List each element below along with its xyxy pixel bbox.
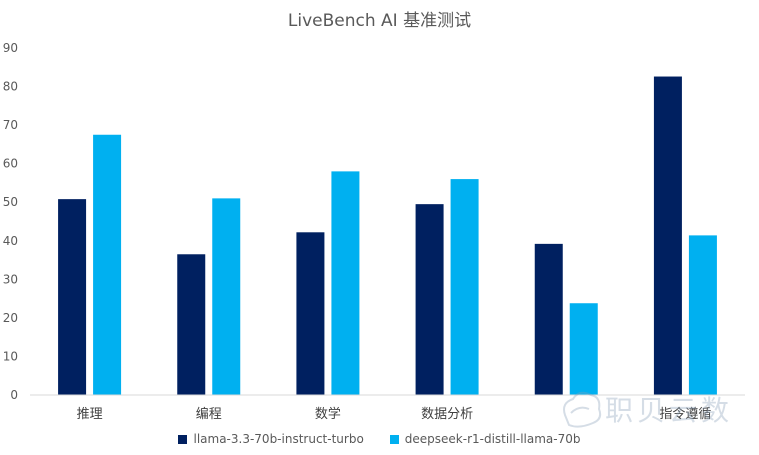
x-tick-label: 编程 <box>196 407 222 422</box>
y-tick-label: 10 <box>3 349 18 363</box>
y-tick-label: 80 <box>3 80 18 94</box>
bar-deepseek-2 <box>331 171 360 395</box>
bar-llama-0 <box>58 199 87 395</box>
legend-swatch-llama <box>178 434 188 444</box>
y-tick-label: 30 <box>3 272 18 286</box>
bar-deepseek-3 <box>450 179 479 395</box>
legend: llama-3.3-70b-instruct-turbo deepseek-r1… <box>0 432 759 446</box>
bar-deepseek-0 <box>93 134 122 395</box>
bar-llama-4 <box>534 243 563 395</box>
bar-deepseek-1 <box>212 198 241 395</box>
bar-llama-3 <box>415 204 444 395</box>
y-tick-label: 50 <box>3 195 18 209</box>
y-axis-ticks: 0 10 20 30 40 50 60 70 80 90 <box>3 41 18 402</box>
y-tick-label: 0 <box>10 388 18 402</box>
legend-item-llama: llama-3.3-70b-instruct-turbo <box>178 432 364 446</box>
watermark-text: 职贝云数 <box>605 394 734 427</box>
legend-label-llama: llama-3.3-70b-instruct-turbo <box>193 432 364 446</box>
x-tick-label: 推理 <box>77 407 103 422</box>
bar-llama-1 <box>177 254 206 395</box>
bar-llama-5 <box>653 76 682 395</box>
chart-title: LiveBench AI 基准测试 <box>287 11 472 31</box>
bar-llama-2 <box>296 232 325 395</box>
y-tick-label: 70 <box>3 118 18 132</box>
watermark-logo: 职贝云数 <box>557 385 757 435</box>
x-tick-label: 数据分析 <box>421 407 473 422</box>
bar-deepseek-4 <box>569 303 598 395</box>
y-tick-label: 90 <box>3 41 18 55</box>
legend-label-deepseek: deepseek-r1-distill-llama-70b <box>404 432 581 446</box>
x-tick-label: 数学 <box>315 406 341 422</box>
bars <box>58 76 717 395</box>
y-tick-label: 20 <box>3 311 18 325</box>
legend-item-deepseek: deepseek-r1-distill-llama-70b <box>389 432 581 446</box>
cloud-logo-icon <box>563 391 602 428</box>
legend-swatch-deepseek <box>389 434 399 444</box>
y-tick-label: 40 <box>3 234 18 248</box>
y-tick-label: 60 <box>3 157 18 171</box>
bar-deepseek-5 <box>688 235 717 395</box>
x-axis-labels: 推理 编程 数学 数据分析 指令遵循 <box>77 406 712 422</box>
x-tick-label: 指令遵循 <box>659 406 711 422</box>
